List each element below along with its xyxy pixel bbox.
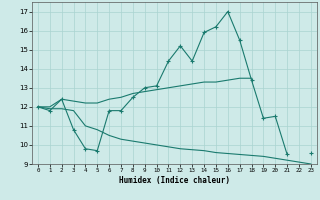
X-axis label: Humidex (Indice chaleur): Humidex (Indice chaleur) [119, 176, 230, 185]
